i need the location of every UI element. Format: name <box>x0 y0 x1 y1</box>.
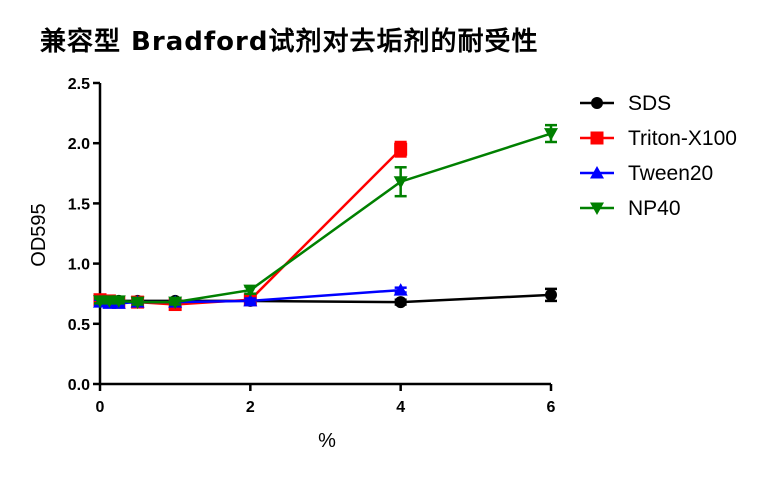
y-axis-label: OD595 <box>28 203 50 266</box>
legend: SDS Triton-X100 Tween20 NP40 <box>580 92 737 220</box>
legend-label: Tween20 <box>628 162 713 185</box>
data-point <box>130 296 145 310</box>
data-point <box>111 295 126 308</box>
y-tick-label: 1.5 <box>68 196 90 213</box>
legend-marker <box>590 131 604 145</box>
series-np40 <box>93 123 558 310</box>
legend-item-np40: NP40 <box>580 197 681 220</box>
data-point <box>243 284 258 298</box>
y-tick-label: 2.0 <box>68 136 90 153</box>
legend-item-tween20: Tween20 <box>580 162 713 185</box>
x-tick-label: 4 <box>396 399 405 416</box>
data-point <box>393 176 408 189</box>
legend-marker <box>590 166 604 179</box>
legend-item-sds: SDS <box>580 92 671 115</box>
x-axis-label: % <box>318 430 336 452</box>
legend-label: Triton-X100 <box>628 127 737 150</box>
series-line-np40 <box>100 132 552 304</box>
x-tick-label: 6 <box>547 399 556 416</box>
data-point <box>394 296 407 309</box>
x-tick-label: 2 <box>246 399 255 416</box>
data-point <box>393 283 408 296</box>
legend-marker <box>591 97 603 109</box>
legend-marker <box>590 202 604 215</box>
legend-item-triton-x100: Triton-X100 <box>580 127 737 150</box>
data-point <box>545 288 557 301</box>
chart-title: 兼容型 Bradford试剂对去垢剂的耐受性 <box>40 26 538 57</box>
series-layer <box>93 123 558 312</box>
x-tick-label: 0 <box>96 399 105 416</box>
data-point <box>394 142 408 156</box>
series-line-triton-x100 <box>99 148 402 306</box>
y-tick-label: 0.5 <box>68 317 90 334</box>
data-point <box>544 128 558 141</box>
series-sds <box>94 287 557 309</box>
y-tick-label: 0.0 <box>68 377 90 394</box>
axes: 0.0 0.5 1.0 1.5 2.0 2.5 0 2 4 6 <box>68 76 556 416</box>
y-tick-label: 1.0 <box>68 257 90 274</box>
y-tick-label: 2.5 <box>68 76 90 93</box>
data-point <box>168 296 183 310</box>
data-point <box>243 293 258 307</box>
legend-label: SDS <box>628 92 671 115</box>
legend-label: NP40 <box>628 197 681 220</box>
